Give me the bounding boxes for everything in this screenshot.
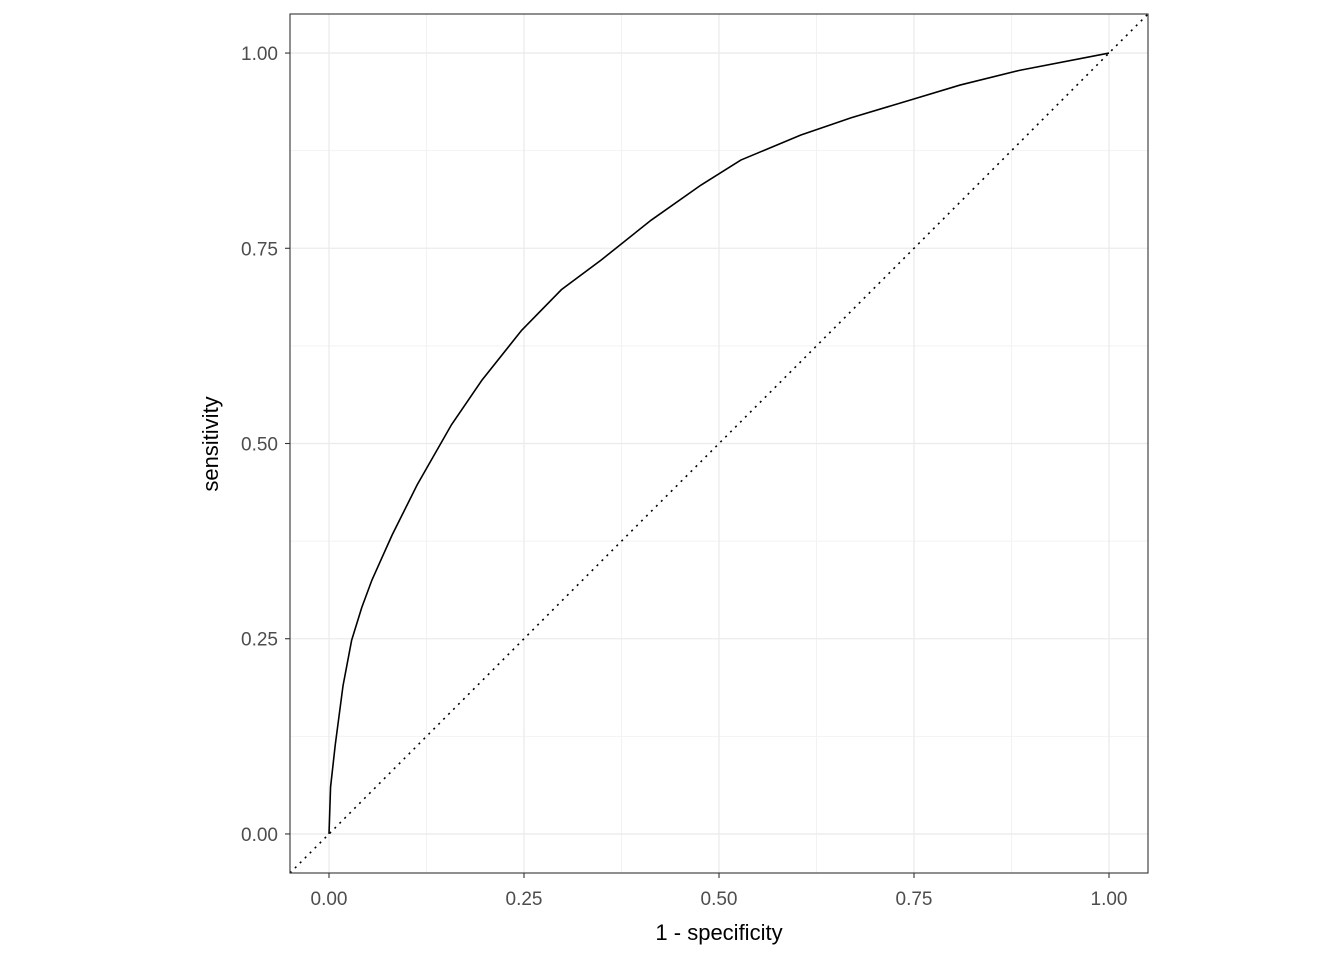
roc-curve bbox=[328, 52, 1110, 834]
y-tick-label: 0.50 bbox=[241, 435, 278, 456]
x-tick-label: 0.50 bbox=[701, 889, 738, 910]
y-axis-label: sensitivity bbox=[198, 396, 223, 491]
x-tick-label: 0.00 bbox=[311, 889, 348, 910]
x-tick-label: 0.75 bbox=[896, 889, 933, 910]
y-tick-label: 0.25 bbox=[241, 630, 278, 651]
series-group bbox=[289, 13, 1149, 874]
x-axis: 0.00 0.25 0.50 0.75 1.00 bbox=[311, 873, 1128, 910]
y-tick-label: 1.00 bbox=[241, 44, 278, 65]
x-tick-label: 1.00 bbox=[1091, 889, 1128, 910]
y-tick-label: 0.00 bbox=[241, 825, 278, 846]
y-tick-label: 0.75 bbox=[241, 239, 278, 260]
x-axis-label: 1 - specificity bbox=[655, 920, 782, 945]
x-tick-label: 0.25 bbox=[506, 889, 543, 910]
grid bbox=[290, 14, 1148, 873]
y-axis: 0.00 0.25 0.50 0.75 1.00 bbox=[241, 44, 290, 846]
